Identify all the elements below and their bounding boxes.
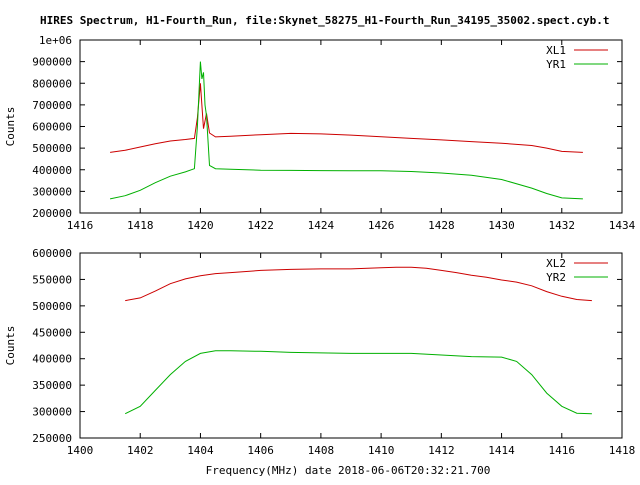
y-tick-label: 400000 [32, 353, 72, 366]
x-tick-label: 1416 [67, 219, 94, 232]
y-tick-label: 500000 [32, 300, 72, 313]
legend-label-xl1: XL1 [546, 44, 566, 57]
x-tick-label: 1430 [488, 219, 515, 232]
x-tick-label: 1408 [308, 444, 335, 457]
legend-label-yr1: YR1 [546, 58, 566, 71]
series-line-xl1 [110, 83, 583, 153]
x-tick-label: 1416 [549, 444, 576, 457]
x-tick-label: 1412 [428, 444, 455, 457]
y-tick-label: 200000 [32, 207, 72, 220]
plot-frame [79, 252, 623, 439]
x-tick-label: 1418 [127, 219, 154, 232]
y-tick-label: 300000 [32, 185, 72, 198]
x-axis-label: Frequency(MHz) date 2018-06-06T20:32:21.… [206, 464, 491, 477]
series-line-yr1 [109, 61, 583, 200]
x-tick-label: 1418 [609, 444, 636, 457]
x-tick-label: 1424 [308, 219, 335, 232]
x-tick-label: 1432 [549, 219, 576, 232]
y-tick-label: 250000 [32, 432, 72, 445]
y-tick-label: 1e+06 [39, 34, 72, 47]
bottom-panel: 1400 1402 1404 1406 1408 1410 1412 1414 1416 1418… [4, 247, 635, 457]
y-axis-label: Counts [4, 107, 17, 147]
legend-label-xl2: XL2 [546, 257, 566, 270]
x-tick-label: 1404 [187, 444, 214, 457]
y-tick-label: 700000 [32, 99, 72, 112]
y-tick-label: 450000 [32, 326, 72, 339]
y-tick-label: 400000 [32, 164, 72, 177]
y-tick-label: 800000 [32, 77, 72, 90]
x-tick-label: 1400 [67, 444, 94, 457]
y-tick-label: 900000 [32, 56, 72, 69]
x-tick-label: 1428 [428, 219, 455, 232]
top-panel: 1416 1418 1420 1422 1424 1426 1428 1430 1432 1434… [4, 34, 636, 232]
y-tick-label: 600000 [32, 247, 72, 260]
plot-frame [79, 39, 623, 214]
x-tick-label: 1402 [127, 444, 154, 457]
y-tick-label: 600000 [32, 121, 72, 134]
series-line-xl2 [125, 266, 592, 302]
series-line-yr2 [124, 350, 592, 415]
y-axis-label: Counts [4, 326, 17, 366]
x-tick-label: 1426 [368, 219, 395, 232]
y-tick-label: 300000 [32, 406, 72, 419]
y-tick-label: 350000 [32, 379, 72, 392]
x-tick-label: 1410 [368, 444, 395, 457]
x-tick-label: 1422 [247, 219, 274, 232]
x-tick-label: 1406 [247, 444, 274, 457]
x-tick-label: 1414 [488, 444, 515, 457]
x-tick-label: 1434 [609, 219, 636, 232]
legend-label-yr2: YR2 [546, 271, 566, 284]
y-tick-label: 550000 [32, 273, 72, 286]
x-tick-label: 1420 [187, 219, 214, 232]
figure-title: HIRES Spectrum, H1-Fourth_Run, file:Skyn… [40, 14, 610, 27]
y-tick-label: 500000 [32, 142, 72, 155]
